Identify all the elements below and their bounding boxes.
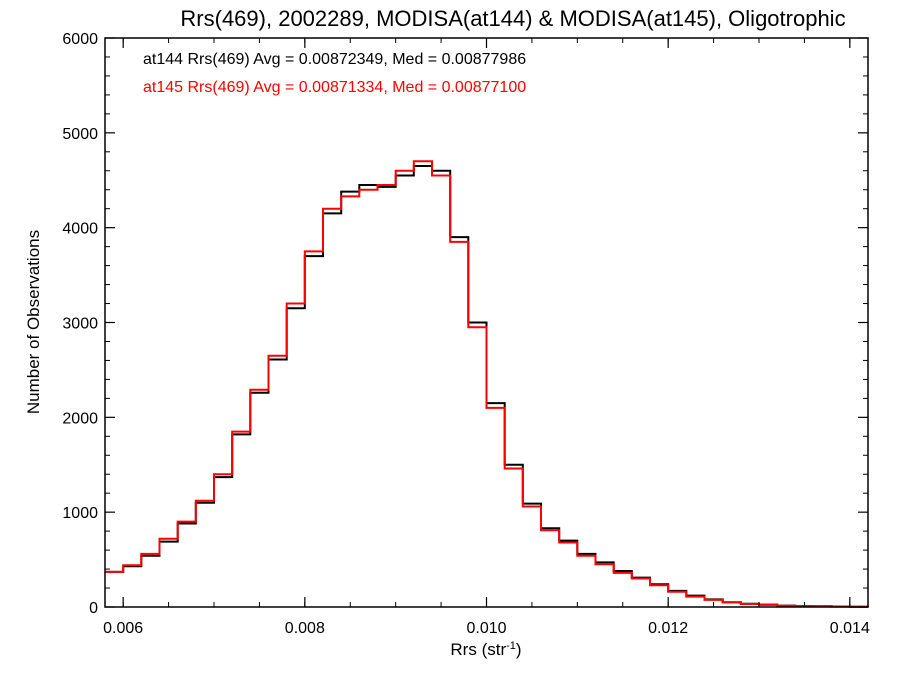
y-tick-label-0: 0: [89, 600, 98, 617]
y-tick-label-3: 3000: [62, 316, 98, 333]
x-axis-label-main: Rrs (str: [450, 640, 506, 659]
x-tick-label-4: 0.014: [830, 620, 870, 637]
y-tick-label-1: 1000: [62, 505, 98, 522]
chart-title: Rrs(469), 2002289, MODISA(at144) & MODIS…: [180, 6, 845, 31]
x-tick-label-0: 0.006: [103, 620, 143, 637]
x-tick-label-3: 0.012: [648, 620, 688, 637]
annotation-at145: at145 Rrs(469) Avg = 0.00871334, Med = 0…: [143, 79, 526, 96]
x-tick-label-2: 0.010: [466, 620, 506, 637]
annotation-at144: at144 Rrs(469) Avg = 0.00872349, Med = 0…: [143, 51, 526, 68]
tick-layer: 0.006 0.008 0.010 0.012 0.014 0 1000 2000 3000 40…: [62, 31, 870, 637]
y-axis-label: Number of Observations: [24, 230, 43, 414]
x-tick-label-1: 0.008: [285, 620, 325, 637]
y-tick-label-4: 4000: [62, 221, 98, 238]
series-layer: [105, 160, 869, 608]
x-axis-label: Rrs (str-1): [450, 640, 521, 659]
y-tick-label-5: 5000: [62, 126, 98, 143]
series-line-1: [105, 160, 869, 608]
x-axis-label-end: ): [516, 640, 522, 659]
y-tick-label-6: 6000: [62, 31, 98, 48]
x-axis-label-sup: -1: [506, 640, 516, 652]
y-tick-label-2: 2000: [62, 410, 98, 427]
